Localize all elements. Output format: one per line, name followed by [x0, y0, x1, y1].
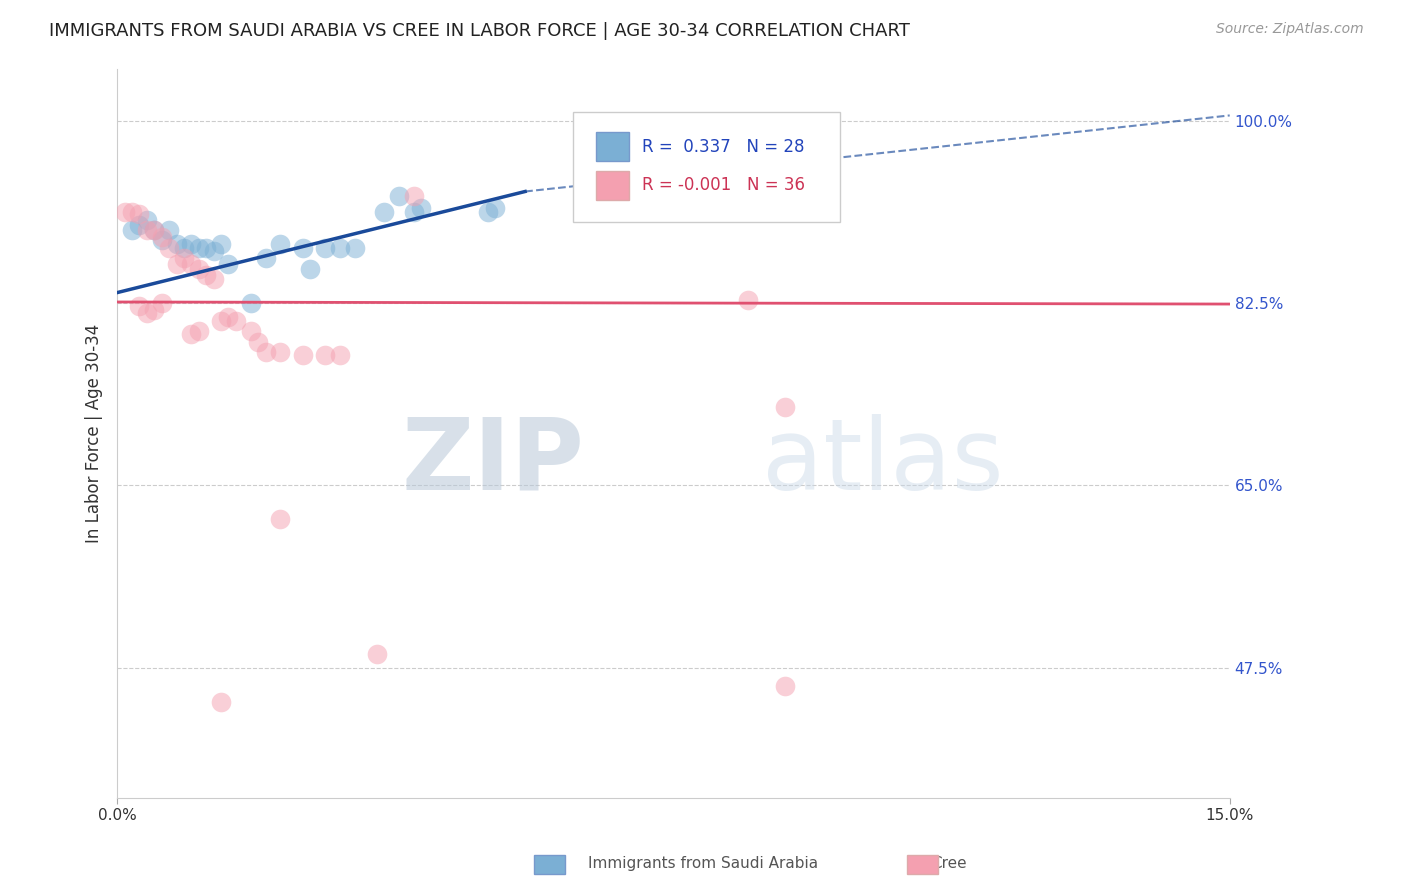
Text: Immigrants from Saudi Arabia: Immigrants from Saudi Arabia: [588, 856, 818, 871]
Point: [135, 223, 157, 237]
Point: [291, 241, 314, 255]
Point: [187, 261, 209, 276]
Point: [202, 272, 225, 286]
Point: [411, 201, 433, 215]
Point: [143, 223, 166, 237]
Point: [187, 241, 209, 255]
Point: [195, 268, 218, 282]
Point: [773, 401, 796, 415]
Text: IMMIGRANTS FROM SAUDI ARABIA VS CREE IN LABOR FORCE | AGE 30-34 CORRELATION CHAR: IMMIGRANTS FROM SAUDI ARABIA VS CREE IN …: [49, 22, 910, 40]
Point: [314, 241, 336, 255]
Point: [254, 251, 277, 265]
Point: [343, 241, 366, 255]
Y-axis label: In Labor Force | Age 30-34: In Labor Force | Age 30-34: [86, 324, 103, 543]
Point: [128, 207, 150, 221]
Point: [299, 261, 322, 276]
Text: atlas: atlas: [762, 414, 1004, 511]
Point: [366, 647, 388, 661]
Point: [128, 218, 150, 232]
Point: [143, 223, 166, 237]
Point: [269, 345, 291, 359]
Point: [484, 201, 506, 215]
Point: [128, 299, 150, 313]
Point: [269, 236, 291, 251]
Point: [150, 230, 173, 244]
Point: [217, 310, 239, 324]
Text: R =  0.337   N = 28: R = 0.337 N = 28: [643, 137, 804, 155]
Point: [135, 212, 157, 227]
Point: [254, 345, 277, 359]
Point: [269, 512, 291, 526]
FancyBboxPatch shape: [574, 112, 841, 222]
Point: [143, 303, 166, 318]
Point: [209, 236, 232, 251]
Point: [166, 236, 188, 251]
Point: [209, 695, 232, 709]
Point: [173, 241, 195, 255]
Point: [314, 348, 336, 362]
Point: [291, 348, 314, 362]
Text: R = -0.001   N = 36: R = -0.001 N = 36: [643, 177, 806, 194]
Point: [173, 251, 195, 265]
Point: [166, 257, 188, 271]
Point: [329, 348, 352, 362]
Point: [217, 257, 239, 271]
Point: [180, 327, 202, 342]
Point: [121, 205, 143, 219]
Point: [150, 234, 173, 248]
Point: [773, 679, 796, 693]
FancyBboxPatch shape: [596, 170, 628, 200]
Point: [150, 296, 173, 310]
Point: [329, 241, 352, 255]
Point: [402, 188, 425, 202]
Point: [225, 314, 247, 328]
Point: [239, 296, 262, 310]
FancyBboxPatch shape: [596, 132, 628, 161]
Point: [388, 188, 411, 202]
Point: [187, 324, 209, 338]
Point: [121, 223, 143, 237]
Point: [373, 205, 395, 219]
Point: [247, 334, 270, 349]
Text: Source: ZipAtlas.com: Source: ZipAtlas.com: [1216, 22, 1364, 37]
Point: [202, 244, 225, 258]
Point: [180, 257, 202, 271]
Point: [402, 205, 425, 219]
Text: ZIP: ZIP: [402, 414, 585, 511]
Text: Cree: Cree: [931, 856, 967, 871]
Point: [135, 306, 157, 320]
Point: [157, 241, 180, 255]
Point: [180, 236, 202, 251]
Point: [477, 205, 499, 219]
Point: [209, 314, 232, 328]
Point: [157, 223, 180, 237]
Point: [737, 293, 759, 307]
Point: [114, 205, 136, 219]
Point: [239, 324, 262, 338]
Point: [195, 241, 218, 255]
